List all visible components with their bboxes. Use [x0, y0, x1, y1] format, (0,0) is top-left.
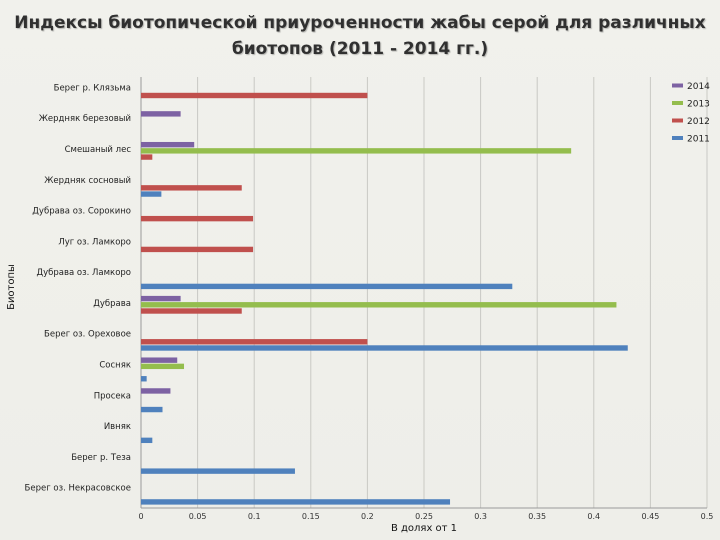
category-label: Дубрава оз. Сорокино: [32, 207, 131, 217]
x-tick-label: 0.25: [415, 512, 433, 521]
x-tick-label: 0.2: [361, 512, 374, 521]
bar-2012: [141, 185, 242, 191]
bar-2012: [141, 215, 254, 222]
category-label: Жердняк березовый: [39, 114, 131, 124]
bar-2014: [141, 388, 171, 394]
category-label: Берег р. Теза: [71, 453, 131, 463]
category-label: Сосняк: [99, 360, 131, 370]
x-tick-labels: 0 0.05 0.1 0.15 0.2 0.25 0.3 0.35 0.4 0.45 0.5: [138, 512, 713, 521]
x-tick-label: 0.1: [248, 512, 261, 521]
bar-2013: [141, 363, 185, 370]
x-tick-label: 0.4: [587, 512, 600, 521]
bar-2013: [141, 302, 617, 308]
bar-2014: [141, 357, 178, 363]
x-tick-label: 0.15: [302, 512, 320, 521]
category-labels: Берег р. Клязьма Жердняк березовый Смешаны…: [25, 83, 132, 493]
x-tick-label: 0.5: [701, 512, 714, 521]
x-tick-label: 0.05: [189, 512, 207, 521]
bar-2012: [141, 339, 368, 345]
bar-2014: [141, 111, 181, 117]
bar-2014: [141, 295, 181, 302]
legend-label: 2014: [687, 82, 710, 92]
chart-title: Индексы биотопической приуроченности жаб…: [0, 10, 720, 62]
category-label: Смешаный лес: [65, 145, 132, 155]
legend-label: 2012: [687, 117, 710, 127]
category-label: Берег р. Клязьма: [54, 83, 131, 93]
x-tick-label: 0.3: [474, 512, 487, 521]
bar-2014: [141, 141, 195, 148]
bar-2011: [141, 345, 628, 351]
bar-2012: [141, 308, 242, 314]
category-label: Луг оз. Ламкоро: [58, 237, 131, 247]
bar-2011: [141, 406, 163, 413]
bar-2011: [141, 283, 513, 290]
x-tick-label: 0.45: [641, 512, 659, 521]
x-axis-label: В долях от 1: [391, 523, 457, 534]
bar-2012: [141, 246, 254, 253]
category-label: Берег оз. Ореховое: [44, 330, 131, 340]
category-label: Просека: [94, 391, 131, 401]
chart-title-line-1: Индексы биотопической приуроченности жаб…: [14, 13, 706, 33]
bar-2011: [141, 499, 451, 505]
grid-lines: [197, 77, 708, 508]
bars: [141, 92, 628, 505]
bar-2013: [141, 148, 572, 154]
bar-2011: [141, 437, 153, 444]
legend-swatch-2012: [672, 118, 683, 123]
category-label: Дубрава: [93, 299, 131, 309]
category-label: Дубрава оз. Ламкоро: [36, 268, 131, 278]
legend: 2014 2013 2012 2011: [672, 82, 710, 145]
legend-label: 2013: [687, 100, 710, 110]
legend-label: 2011: [687, 135, 710, 145]
bar-2012: [141, 92, 368, 99]
bar-2011: [141, 468, 295, 474]
legend-swatch-2014: [672, 83, 683, 88]
category-label: Жердняк сосновый: [44, 176, 131, 186]
bar-2012: [141, 154, 153, 160]
legend-swatch-2011: [672, 136, 683, 140]
bar-2011: [141, 376, 147, 382]
y-axis-label: Биотопы: [6, 264, 17, 310]
chart-title-line-2: биотопов (2011 - 2014 гг.): [231, 39, 489, 59]
category-label: Ивняк: [104, 422, 131, 432]
category-label: Берег оз. Некрасовское: [25, 484, 131, 494]
x-tick-label: 0: [138, 512, 143, 521]
legend-swatch-2013: [672, 101, 683, 105]
x-tick-label: 0.35: [528, 512, 546, 521]
bar-2011: [141, 191, 162, 197]
